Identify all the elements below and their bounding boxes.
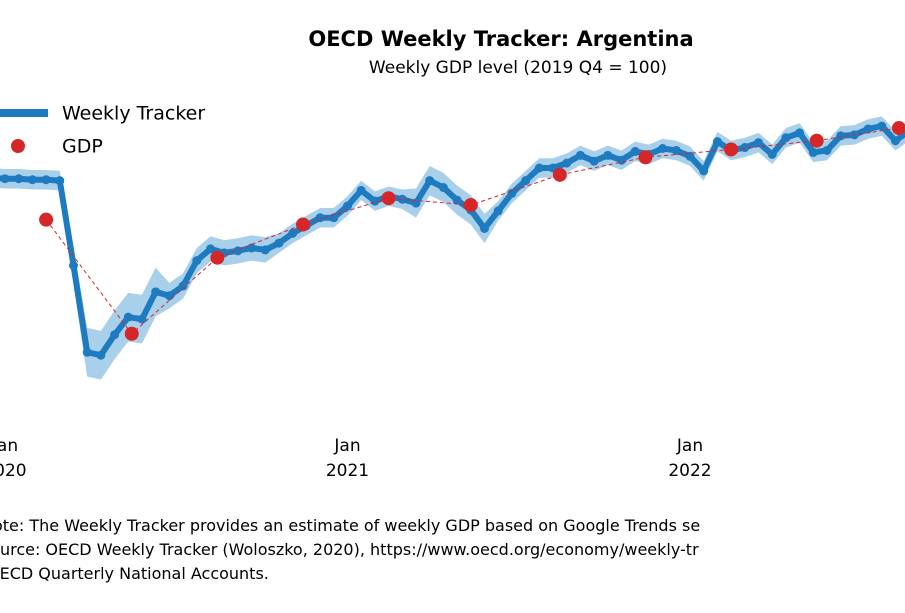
tracker-point [575, 150, 585, 160]
tracker-point [151, 287, 161, 297]
chart-subtitle: Weekly GDP level (2019 Q4 = 100) [369, 58, 667, 78]
tracker-point [0, 174, 10, 184]
gdp-point [124, 326, 139, 341]
tracker-point [507, 188, 517, 198]
tracker-point [343, 201, 352, 211]
tracker-point [658, 144, 668, 153]
tracker-point [589, 156, 599, 166]
legend-label: GDP [62, 136, 103, 158]
gdp-point [210, 250, 225, 265]
tracker-point [671, 145, 681, 155]
tracker-point [836, 131, 846, 141]
tracker-point [27, 175, 37, 185]
tracker-point [55, 176, 65, 186]
tracker-point [863, 124, 873, 134]
tracker-point [562, 158, 572, 168]
tracker-point [123, 312, 133, 322]
gdp-point [891, 121, 905, 136]
tracker-point [822, 145, 832, 155]
tracker-point [192, 256, 202, 266]
tracker-point [795, 128, 805, 138]
tracker-point [82, 347, 92, 357]
tracker-point [712, 137, 722, 147]
tracker-point [534, 163, 544, 173]
tracker-point [178, 281, 188, 291]
tracker-point [781, 133, 791, 143]
tracker-point [754, 138, 763, 148]
tracker-point [493, 206, 503, 216]
tracker-point [438, 183, 448, 192]
tracker-point [356, 185, 366, 195]
tracker-point [767, 149, 777, 159]
tracker-point [699, 166, 709, 176]
gdp-point [552, 167, 567, 182]
tracker-point [96, 350, 106, 360]
tracker-point [452, 195, 462, 205]
tracker-point [740, 143, 750, 153]
tracker-point [603, 150, 613, 160]
gdp-point [809, 133, 824, 148]
tracker-point [274, 238, 284, 248]
tracker-point [247, 243, 257, 253]
x-tick-label: Jan 2020 [0, 436, 27, 481]
tracker-point [164, 291, 174, 301]
tracker-point [425, 176, 435, 186]
x-tick-label: Jan 2022 [668, 436, 712, 481]
tracker-point [521, 176, 531, 186]
gdp-point [724, 142, 739, 157]
tracker-point [69, 261, 78, 270]
legend-swatch [11, 139, 25, 153]
gdp-point [295, 217, 310, 232]
tracker-point [137, 314, 147, 324]
tracker-point [14, 174, 24, 184]
tracker-point [411, 198, 421, 208]
footnote: Source: OECD Weekly Tracker (Woloszko, 2… [0, 540, 699, 559]
tracker-point [617, 155, 626, 165]
gdp-point [39, 212, 54, 227]
tracker-point [206, 244, 215, 254]
tracker-point [41, 175, 51, 185]
gdp-point [638, 150, 653, 165]
legend: Weekly Tracker GDP [0, 103, 205, 158]
tracker-point [288, 228, 298, 238]
tracker-point [480, 223, 489, 233]
footnote: Note: The Weekly Tracker provides an est… [0, 516, 701, 535]
tracker-point [260, 245, 270, 255]
tracker-point [808, 147, 818, 157]
tracker-point [685, 151, 695, 161]
chart-title: OECD Weekly Tracker: Argentina [308, 27, 693, 51]
footnote: OECD Quarterly National Accounts. [0, 564, 269, 583]
legend-label: Weekly Tracker [62, 103, 205, 125]
gdp-point [381, 191, 396, 206]
tracker-point [630, 146, 640, 156]
tracker-point [891, 136, 900, 146]
tracker-point [110, 330, 120, 340]
gdp-point [463, 198, 478, 213]
tracker-point [877, 121, 887, 131]
tracker-point [397, 194, 407, 204]
x-tick-label: Jan 2021 [325, 436, 370, 481]
tracker-point [315, 213, 325, 223]
